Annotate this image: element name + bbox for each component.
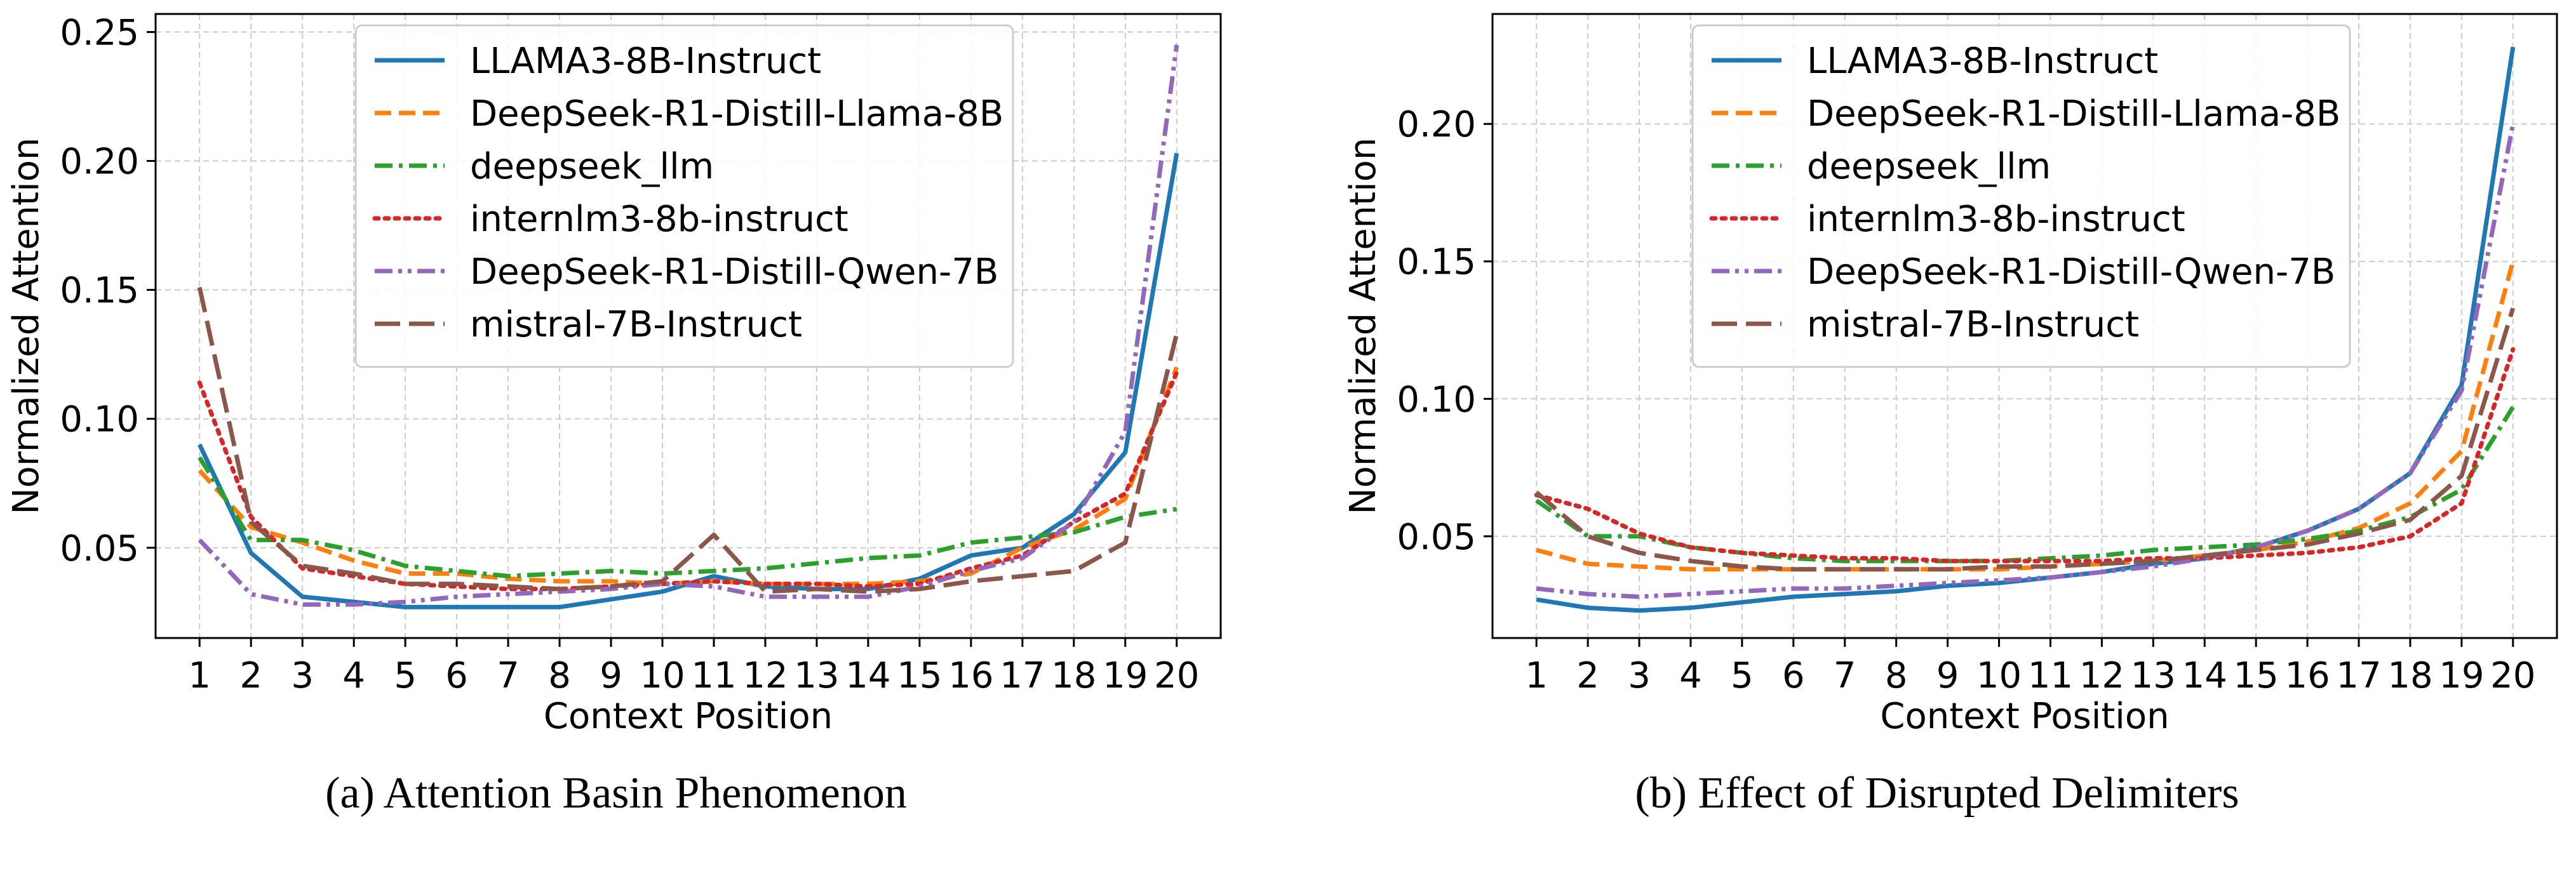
x-tick-label: 8 — [548, 655, 571, 696]
x-tick-label: 17 — [2336, 655, 2381, 696]
legend-label-5: DeepSeek-R1-Distill-Qwen-7B — [1807, 251, 2335, 293]
x-tick-label: 15 — [2234, 655, 2279, 696]
x-tick-label: 10 — [1976, 655, 2022, 696]
y-tick-label: 0.10 — [60, 399, 139, 441]
legend-label-1: LLAMA3-8B-Instruct — [470, 41, 821, 82]
x-tick-label: 15 — [897, 655, 942, 696]
series-line-6 — [197, 286, 1179, 594]
y-tick-label: 0.15 — [60, 270, 139, 312]
x-tick-label: 11 — [691, 655, 736, 696]
legend: LLAMA3-8B-Instruct DeepSeek-R1-Distill-Ll… — [1691, 24, 2351, 368]
x-tick-label: 14 — [2182, 655, 2227, 696]
series-line-6 — [1534, 307, 2516, 572]
x-tick-label: 3 — [1628, 655, 1651, 696]
y-tick-label: 0.05 — [1397, 517, 1476, 558]
y-tick-label: 0.20 — [1397, 104, 1476, 145]
caption-a: (a) Attention Basin Phenomenon — [325, 769, 907, 818]
x-tick-label: 5 — [394, 655, 417, 696]
caption-b: (b) Effect of Disrupted Delimiters — [1635, 769, 2239, 818]
x-tick-label: 13 — [794, 655, 839, 696]
legend-label-5: DeepSeek-R1-Distill-Qwen-7B — [470, 251, 998, 293]
legend-label-3: deepseek_llm — [470, 146, 714, 187]
x-tick-label: 4 — [342, 655, 365, 696]
y-tick-label: 0.10 — [1397, 379, 1476, 420]
legend-label-1: LLAMA3-8B-Instruct — [1807, 41, 2158, 82]
x-tick-label: 11 — [2028, 655, 2073, 696]
x-tick-label: 16 — [2284, 655, 2330, 696]
chart-panel-1: 1 2 3 4 5 6 7 8 9 10 11 12 13 14 15 16 17 18 19 200.050.100… — [6, 12, 1222, 737]
x-tick-label: 3 — [291, 655, 314, 696]
x-tick-label: 16 — [948, 655, 993, 696]
x-tick-label: 20 — [2490, 655, 2535, 696]
x-axis-label: Context Position — [544, 696, 833, 737]
plot-frame — [1491, 13, 2558, 639]
legend-label-6: mistral-7B-Instruct — [1807, 304, 2139, 345]
x-tick-label: 4 — [1679, 655, 1702, 696]
x-tick-label: 19 — [2439, 655, 2484, 696]
legend-box — [1691, 24, 2351, 368]
x-tick-label: 19 — [1103, 655, 1148, 696]
series-line-5 — [1536, 123, 2516, 599]
x-tick-label: 2 — [239, 655, 262, 696]
x-tick-label: 7 — [1834, 655, 1856, 696]
x-tick-label: 20 — [1154, 655, 1199, 696]
y-tick-label: 0.15 — [1397, 242, 1476, 283]
x-tick-label: 5 — [1731, 655, 1754, 696]
x-tick-label: 1 — [188, 655, 211, 696]
y-axis-label: Normalized Attention — [6, 138, 47, 515]
x-tick-label: 17 — [1000, 655, 1045, 696]
legend-box — [354, 24, 1014, 368]
series-line-4 — [197, 370, 1179, 592]
x-tick-label: 13 — [2131, 655, 2176, 696]
legend-label-3: deepseek_llm — [1807, 146, 2051, 187]
series-line-4 — [1534, 347, 2516, 564]
x-tick-label: 7 — [497, 655, 520, 696]
legend-label-4: internlm3-8b-instruct — [1807, 199, 2185, 240]
plot-frame — [154, 13, 1222, 639]
x-tick-label: 18 — [2387, 655, 2432, 696]
chart-panel-2: 1 2 3 4 5 6 7 8 9 10 11 12 13 14 15 16 17 18 19 200.050.100… — [1343, 13, 2558, 737]
y-tick-label: 0.05 — [60, 528, 139, 569]
x-tick-label: 10 — [640, 655, 685, 696]
y-axis-label: Normalized Attention — [1343, 138, 1384, 515]
legend-label-6: mistral-7B-Instruct — [470, 304, 802, 345]
x-tick-label: 8 — [1885, 655, 1908, 696]
x-tick-label: 2 — [1576, 655, 1599, 696]
legend: LLAMA3-8B-Instruct DeepSeek-R1-Distill-Ll… — [354, 24, 1014, 368]
x-tick-label: 6 — [445, 655, 468, 696]
series-line-3 — [1535, 406, 2515, 564]
legend-label-2: DeepSeek-R1-Distill-Llama-8B — [470, 93, 1003, 135]
x-tick-label: 14 — [845, 655, 890, 696]
x-tick-label: 12 — [2079, 655, 2124, 696]
x-tick-label: 18 — [1051, 655, 1096, 696]
x-tick-label: 9 — [600, 655, 622, 696]
x-tick-label: 12 — [742, 655, 788, 696]
legend-label-4: internlm3-8b-instruct — [470, 199, 849, 240]
y-tick-label: 0.25 — [60, 12, 139, 53]
x-axis-label: Context Position — [1880, 696, 2169, 737]
series-line-2 — [1536, 260, 2516, 572]
legend-label-2: DeepSeek-R1-Distill-Llama-8B — [1807, 93, 2340, 135]
x-tick-label: 9 — [1936, 655, 1959, 696]
x-tick-label: 1 — [1525, 655, 1548, 696]
series-line-3 — [198, 456, 1177, 578]
y-tick-label: 0.20 — [60, 142, 139, 183]
x-tick-label: 6 — [1782, 655, 1805, 696]
series-line-5 — [198, 44, 1179, 607]
